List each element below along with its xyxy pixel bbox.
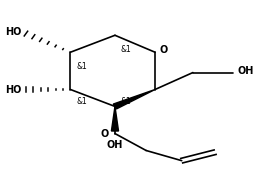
Text: O: O — [100, 129, 108, 139]
Text: &1: &1 — [76, 62, 87, 71]
Text: O: O — [159, 45, 168, 55]
Text: OH: OH — [107, 140, 123, 150]
Polygon shape — [111, 107, 118, 131]
Text: &1: &1 — [121, 45, 131, 54]
Text: HO: HO — [5, 84, 21, 95]
Text: &1: &1 — [121, 97, 131, 106]
Text: OH: OH — [237, 66, 254, 76]
Text: HO: HO — [5, 27, 21, 37]
Text: &1: &1 — [76, 97, 87, 106]
Polygon shape — [113, 90, 155, 109]
